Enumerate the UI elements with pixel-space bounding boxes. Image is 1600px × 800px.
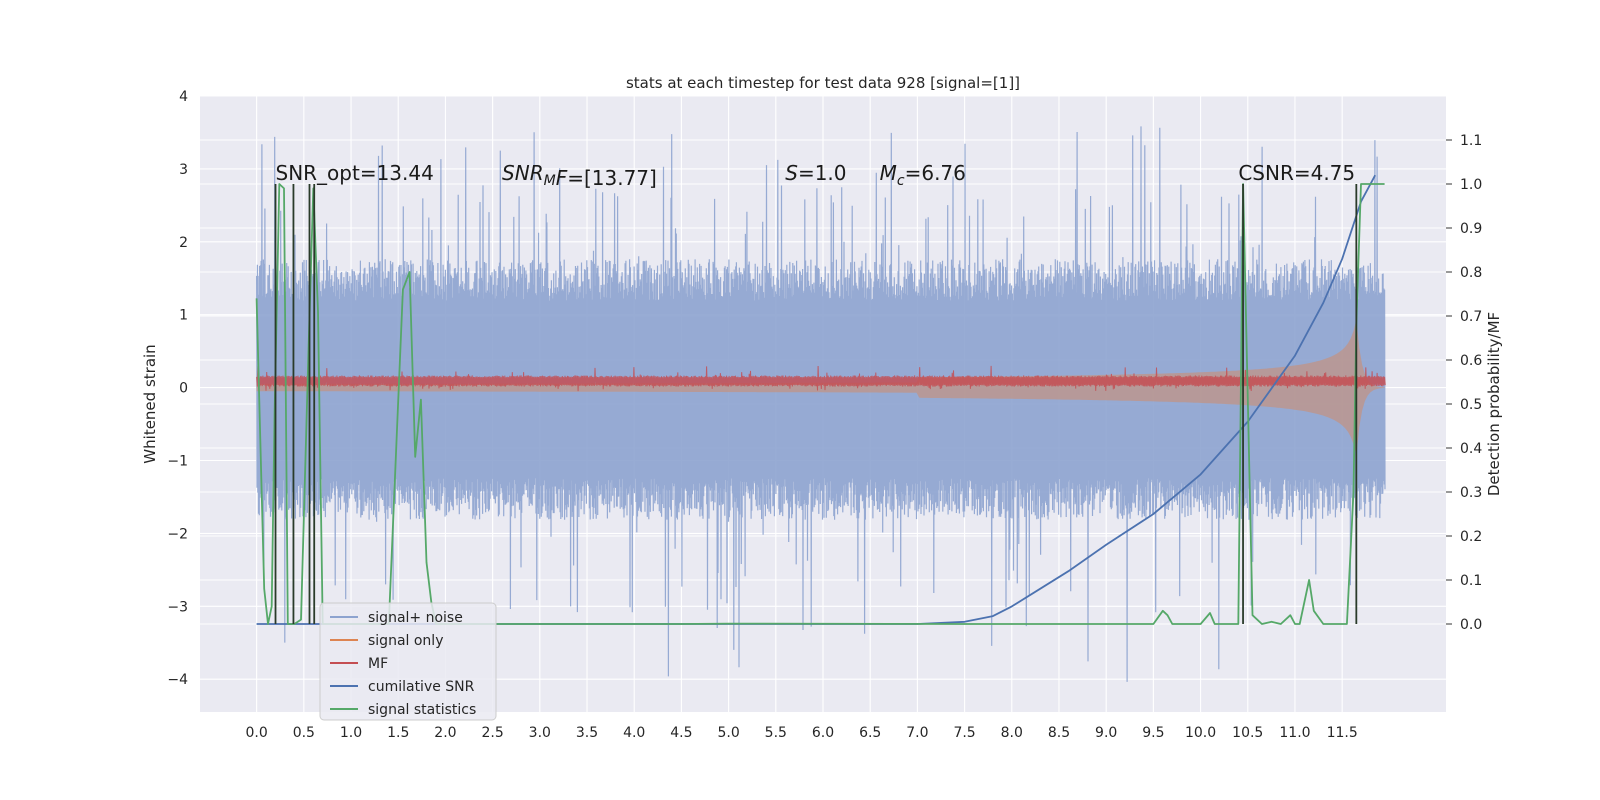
y-tick-right-0-4: 0.4 (1460, 441, 1482, 457)
y-tick-left-0: 0 (179, 381, 188, 397)
x-tick-2-5: 2.5 (481, 725, 503, 741)
series-mf (256, 365, 1386, 392)
series-signal-only (256, 319, 1385, 456)
left-y-ticks: 4 3 2 1 0 −1 −2 −3 −4 (167, 89, 188, 688)
legend-box (319, 602, 497, 721)
y-axis-label-right: Detection probability/MF (1485, 312, 1503, 496)
x-tick-3-0: 3.0 (529, 725, 551, 741)
x-tick-1-5: 1.5 (387, 725, 409, 741)
legend-label-mf: MF (368, 656, 388, 672)
y-axis-label-left: Whitened strain (141, 344, 159, 463)
x-tick-2-0: 2.0 (434, 725, 456, 741)
y-tick-right-0-6: 0.6 (1460, 353, 1482, 369)
x-tick-8-5: 8.5 (1048, 725, 1070, 741)
legend-label-signal-only: signal only (368, 633, 443, 649)
y-tick-right-0-9: 0.9 (1460, 221, 1482, 237)
y-tick-right-1-0: 1.0 (1460, 177, 1482, 193)
legend: signal+ noise signal only MF cumilative … (319, 602, 497, 721)
x-tick-0-0: 0.0 (246, 725, 268, 741)
x-tick-7-0: 7.0 (906, 725, 928, 741)
series-layer (255, 126, 1386, 682)
x-tick-10-0: 10.0 (1185, 725, 1216, 741)
annotation-0: SNR_opt=13.44 (276, 161, 434, 185)
y-tick-right-0-2: 0.2 (1460, 529, 1482, 545)
x-tick-5-5: 5.5 (765, 725, 787, 741)
x-tick-5-0: 5.0 (717, 725, 739, 741)
y-tick-right-0-1: 0.1 (1460, 573, 1482, 589)
x-tick-3-5: 3.5 (576, 725, 598, 741)
x-tick-9-5: 9.5 (1142, 725, 1164, 741)
annotation-2: S=1.0 (785, 161, 846, 185)
x-tick-7-5: 7.5 (953, 725, 975, 741)
x-tick-11-0: 11.0 (1279, 725, 1310, 741)
y-tick-right-0-8: 0.8 (1460, 265, 1482, 281)
x-tick-10-5: 10.5 (1232, 725, 1263, 741)
x-tick-1-0: 1.0 (340, 725, 362, 741)
chart-title: stats at each timestep for test data 928… (626, 74, 1020, 92)
y-tick-right-0-5: 0.5 (1460, 397, 1482, 413)
x-tick-0-5: 0.5 (293, 725, 315, 741)
y-tick-left-4: 4 (179, 89, 188, 105)
legend-label-signal-noise: signal+ noise (368, 610, 463, 626)
annotation-4: CSNR=4.75 (1238, 161, 1355, 185)
x-ticks: 0.0 0.5 1.0 1.5 2.0 2.5 3.0 3.5 4.0 4.5 5.0 5.5 6.0 6… (246, 725, 1358, 741)
series-signal-statistics (255, 183, 1385, 625)
y-tick-left-3: 3 (179, 162, 188, 178)
y-tick-left-1: 1 (179, 308, 188, 324)
y-tick-left-neg4: −4 (167, 672, 188, 688)
y-tick-left-2: 2 (179, 235, 188, 251)
y-tick-right-0-0: 0.0 (1460, 617, 1482, 633)
annotation-3: Mc=6.76 (880, 161, 966, 189)
annotation-1: SNRMF=[13.77] (502, 161, 657, 190)
legend-label-cumulative-snr: cumilative SNR (368, 679, 475, 695)
series-cumilative-snr (256, 174, 1376, 625)
annotations: SNR_opt=13.44 SNRMF=[13.77] S=1.0 Mc=6.76 CS… (276, 161, 1356, 190)
y-tick-right-0-7: 0.7 (1460, 309, 1482, 325)
y-tick-left-neg3: −3 (167, 599, 188, 615)
legend-label-signal-statistics: signal statistics (368, 702, 476, 718)
right-y-ticks: 1.1 1.0 0.9 0.8 0.7 0.6 0.5 0.4 0.3 0.2 0.1 0.0 (1446, 133, 1482, 633)
x-tick-6-5: 6.5 (859, 725, 881, 741)
x-tick-11-5: 11.5 (1327, 725, 1358, 741)
y-tick-right-1-1: 1.1 (1460, 133, 1482, 149)
x-tick-4-0: 4.0 (623, 725, 645, 741)
y-tick-left-neg2: −2 (167, 526, 188, 542)
y-tick-right-0-3: 0.3 (1460, 485, 1482, 501)
x-tick-6-0: 6.0 (812, 725, 834, 741)
x-tick-9-0: 9.0 (1095, 725, 1117, 741)
x-tick-4-5: 4.5 (670, 725, 692, 741)
x-tick-8-0: 8.0 (1001, 725, 1023, 741)
y-tick-left-neg1: −1 (167, 453, 188, 469)
plot-area (255, 126, 1386, 682)
